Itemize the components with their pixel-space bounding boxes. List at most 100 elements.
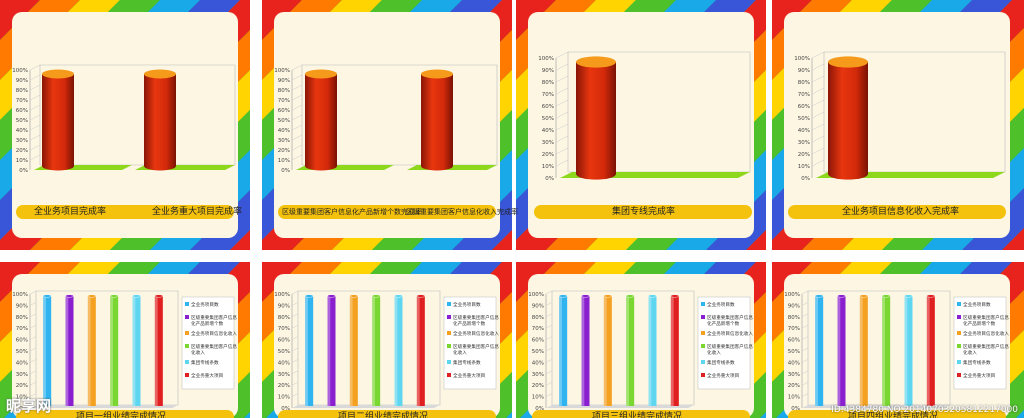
- y-tick-label: 90%: [16, 303, 28, 309]
- y-tick-label: 10%: [798, 164, 810, 170]
- caption-label: 区级重要集团客户信息化产品新增个数完成率: [282, 208, 422, 216]
- legend-label: 区级重要集团客户信息: [963, 314, 1009, 321]
- caption-pill: 项目三组业绩完成情况: [532, 410, 750, 418]
- y-tick-label: 60%: [532, 338, 544, 344]
- y-tick-label: 20%: [278, 383, 290, 389]
- legend-swatch: [447, 344, 451, 348]
- y-tick-label: 60%: [542, 104, 554, 110]
- legend-swatch: [957, 360, 961, 364]
- legend-swatch: [185, 315, 189, 319]
- bar-top: [421, 69, 453, 79]
- legend: 全业务项目数区级重要集团客户信息化产品新增个数全业务项目信息化收入区级重要集团客…: [953, 296, 1009, 390]
- y-tick-label: 70%: [278, 98, 290, 104]
- y-tick-label: 10%: [278, 158, 290, 164]
- series-bar-2: [65, 296, 74, 406]
- y-tick-label: 30%: [16, 138, 28, 144]
- legend-label: 区级重要集团客户信息: [707, 343, 753, 350]
- series-bar-5: [648, 296, 657, 406]
- caption-pill: 项目二组业绩完成情况: [278, 410, 496, 418]
- y-tick-label: 90%: [278, 303, 290, 309]
- caption-pill: 集团专线完成率: [534, 205, 752, 219]
- series-bar-4: [110, 296, 119, 406]
- y-tick-label: 90%: [16, 78, 28, 84]
- legend-label: 全业务项目数: [191, 301, 219, 308]
- y-tick-label: 80%: [278, 88, 290, 94]
- y-tick-label: 20%: [788, 383, 800, 389]
- series-bar-2: [837, 296, 846, 406]
- legend-swatch: [185, 302, 189, 306]
- y-tick-label: 100%: [794, 56, 810, 62]
- legend-label: 全业务项目信息化收入: [191, 330, 237, 337]
- y-tick-label: 100%: [538, 56, 554, 62]
- y-tick-label: 70%: [542, 92, 554, 98]
- chart-panel-7: 0% 10% 20% 30% 40% 50% 60% 70% 80% 90% 100% 全业务项目数区…: [516, 262, 766, 418]
- y-tick-label: 70%: [278, 326, 290, 332]
- legend-label: 化收入: [453, 349, 467, 356]
- y-tick-label: 100%: [12, 292, 28, 298]
- y-tick-label: 70%: [798, 92, 810, 98]
- chart-panel-5: 0% 10% 20% 30% 40% 50% 60% 70% 80% 90% 100% 全业务项目数区…: [0, 262, 250, 418]
- y-tick-label: 10%: [532, 395, 544, 401]
- bar-top: [144, 69, 176, 79]
- bar-1: [828, 62, 868, 180]
- y-tick-label: 80%: [16, 315, 28, 321]
- y-tick-label: 30%: [542, 140, 554, 146]
- bar-top: [305, 69, 337, 79]
- y-tick-label: 20%: [16, 383, 28, 389]
- legend-swatch: [701, 344, 705, 348]
- y-tick-label: 100%: [274, 68, 290, 74]
- y-tick-label: 60%: [788, 338, 800, 344]
- legend-label: 全业务项目数: [963, 301, 991, 308]
- y-tick-label: 60%: [278, 338, 290, 344]
- y-tick-label: 50%: [278, 118, 290, 124]
- y-tick-label: 80%: [278, 315, 290, 321]
- y-tick-label: 0%: [791, 406, 800, 412]
- chart-background: [12, 12, 238, 238]
- y-tick-label: 30%: [278, 138, 290, 144]
- y-tick-label: 0%: [19, 168, 28, 174]
- chart-panel-4: 0% 10% 20% 30% 40% 50% 60% 70% 80% 90% 100%: [772, 0, 1024, 250]
- y-tick-label: 50%: [16, 118, 28, 124]
- series-bar-6: [416, 296, 425, 406]
- legend-label: 集团专线条数: [963, 359, 991, 366]
- y-tick-label: 20%: [278, 148, 290, 154]
- legend-swatch: [701, 302, 705, 306]
- y-tick-label: 40%: [788, 360, 800, 366]
- y-tick-label: 40%: [532, 360, 544, 366]
- legend-label: 区级重要集团客户信息: [191, 343, 237, 350]
- series-bar-6: [154, 296, 163, 406]
- y-tick-label: 100%: [274, 292, 290, 298]
- caption-pill: 全业务项目信息化收入完成率: [788, 205, 1006, 219]
- series-bar-1: [559, 296, 568, 406]
- legend-label: 全业务项目信息化收入: [707, 330, 753, 337]
- caption-pill: 区级重要集团客户信息化产品新增个数完成率 区级重要集团客户信息化收入完成率: [278, 205, 518, 219]
- legend-label: 区级重要集团客户信息: [963, 343, 1009, 350]
- y-tick-label: 0%: [281, 168, 290, 174]
- y-tick-label: 70%: [532, 326, 544, 332]
- y-tick-label: 40%: [16, 128, 28, 134]
- legend-swatch: [447, 360, 451, 364]
- y-tick-label: 0%: [281, 406, 290, 412]
- legend-label: 全业务项目数: [453, 301, 481, 308]
- series-bar-5: [904, 296, 913, 406]
- legend-label: 区级重要集团客户信息: [453, 343, 499, 350]
- legend-swatch: [957, 373, 961, 377]
- y-tick-label: 40%: [798, 128, 810, 134]
- y-tick-label: 100%: [12, 68, 28, 74]
- legend-swatch: [185, 331, 189, 335]
- legend-label: 化收入: [963, 349, 977, 356]
- caption-label: 全业务项目完成率: [34, 207, 107, 217]
- series-bar-5: [132, 296, 141, 406]
- legend-swatch: [185, 344, 189, 348]
- caption-label: 全业务重大项目完成率: [152, 207, 243, 217]
- legend-swatch: [447, 315, 451, 319]
- legend-swatch: [185, 373, 189, 377]
- series-bar-1: [305, 296, 314, 406]
- legend-label: 全业务重大项目: [191, 372, 223, 379]
- legend-label: 化产品新增个数: [963, 320, 996, 327]
- y-tick-label: 20%: [542, 152, 554, 158]
- series-bar-3: [603, 296, 612, 406]
- y-tick-label: 50%: [798, 116, 810, 122]
- legend-label: 区级重要集团客户信息: [707, 314, 753, 321]
- legend-swatch: [701, 331, 705, 335]
